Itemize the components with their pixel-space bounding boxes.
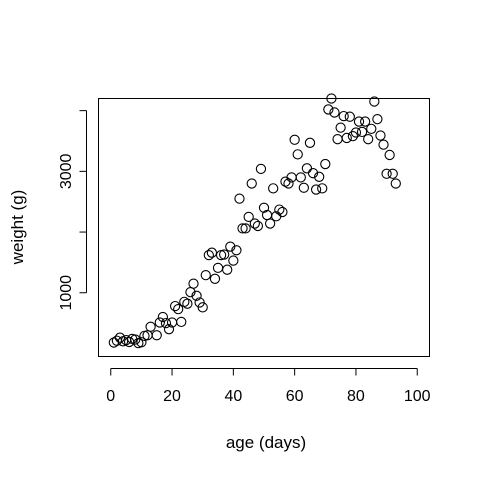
data-point — [320, 158, 331, 170]
x-tick-label: 0 — [106, 388, 115, 405]
y-axis-title: weight (g) — [8, 190, 27, 266]
data-point — [307, 168, 319, 179]
plot-frame — [98, 98, 430, 357]
data-point — [203, 249, 214, 261]
data-point — [225, 241, 236, 252]
data-point — [219, 249, 230, 260]
data-point — [163, 324, 175, 335]
data-point — [145, 321, 156, 332]
data-point — [387, 168, 398, 179]
x-axis: 0 20 40 60 80 100 — [106, 368, 431, 405]
data-point — [154, 317, 165, 328]
data-point — [264, 218, 276, 229]
data-point — [240, 223, 251, 234]
y-axis: 1000 3000 — [58, 110, 87, 311]
data-point — [295, 172, 306, 183]
data-point — [353, 116, 365, 127]
data-point — [384, 149, 395, 161]
data-point — [390, 178, 401, 189]
data-point — [234, 193, 245, 204]
x-tick-label: 100 — [404, 388, 431, 405]
data-point — [378, 139, 389, 150]
data-point — [277, 206, 288, 218]
data-point — [246, 178, 257, 189]
data-point — [130, 334, 141, 345]
data-point — [258, 202, 270, 213]
data-point — [359, 116, 371, 127]
data-point — [347, 130, 359, 142]
data-point — [301, 163, 313, 174]
data-point — [341, 132, 352, 144]
y-tick-label: 3000 — [58, 153, 75, 189]
data-point — [231, 245, 242, 256]
data-point — [344, 111, 355, 122]
data-point — [173, 303, 184, 315]
x-tick-label: 60 — [286, 388, 304, 405]
data-point — [176, 316, 187, 328]
data-point — [228, 255, 239, 266]
data-point — [289, 134, 300, 145]
data-point — [268, 183, 279, 194]
data-point — [292, 149, 303, 160]
data-point — [372, 113, 383, 125]
data-point — [136, 337, 147, 348]
data-point — [326, 93, 337, 104]
data-point — [304, 137, 316, 148]
data-point — [114, 332, 126, 343]
data-point — [179, 296, 190, 308]
data-point — [191, 290, 202, 301]
data-point — [252, 220, 264, 232]
data-point — [182, 298, 193, 309]
data-point — [363, 134, 374, 145]
data-point — [375, 130, 386, 141]
data-point — [249, 218, 260, 229]
x-tick-label: 40 — [224, 388, 242, 405]
data-point — [314, 171, 325, 182]
data-point — [350, 127, 362, 138]
data-point — [298, 182, 309, 193]
data-point — [317, 183, 328, 194]
data-point — [366, 123, 377, 135]
data-point — [206, 247, 218, 258]
x-tick-label: 20 — [163, 388, 181, 405]
data-point — [332, 134, 343, 145]
data-point — [200, 269, 211, 281]
x-axis-title: age (days) — [226, 433, 306, 452]
data-point — [283, 178, 294, 189]
data-point — [274, 204, 285, 215]
data-point — [243, 211, 254, 223]
data-point — [310, 184, 322, 195]
data-point — [329, 107, 340, 118]
data-point — [197, 302, 208, 313]
data-point — [369, 96, 380, 107]
data-point — [209, 273, 221, 284]
data-point — [381, 168, 392, 179]
data-point — [338, 110, 349, 122]
data-point — [169, 300, 181, 312]
data-point — [356, 126, 368, 138]
data-point — [255, 163, 267, 175]
y-tick-label: 1000 — [58, 275, 75, 311]
data-point — [160, 317, 172, 329]
data-point — [212, 262, 224, 274]
points-layer — [108, 93, 401, 349]
x-tick-label: 80 — [347, 388, 365, 405]
data-point — [222, 264, 233, 275]
data-point — [188, 278, 199, 289]
data-point — [237, 223, 248, 234]
data-point — [335, 122, 346, 133]
data-point — [157, 311, 169, 323]
data-point — [323, 104, 334, 115]
data-point — [151, 330, 162, 341]
